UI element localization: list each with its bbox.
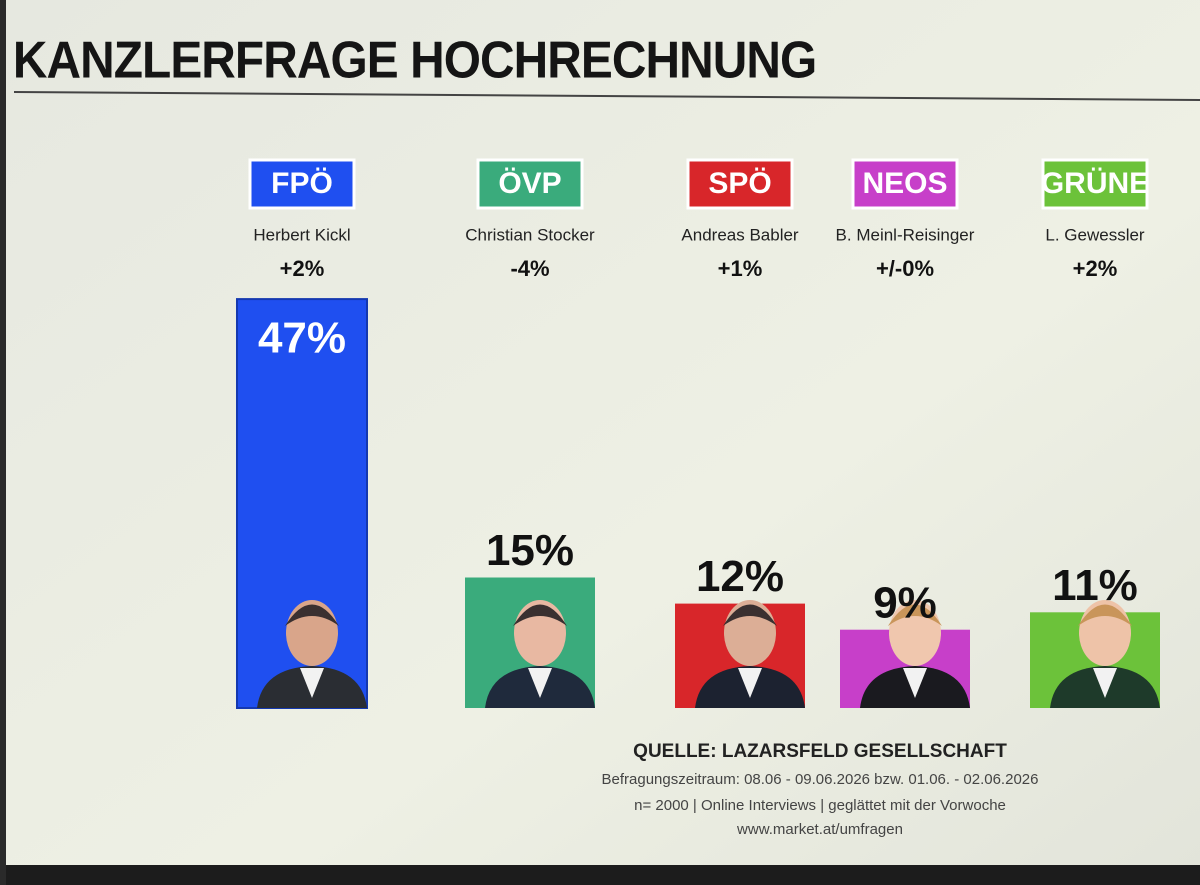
party-name: NEOS [862,167,947,200]
value-label: 47% [258,314,346,363]
party-name: SPÖ [708,167,771,200]
photo-hair [285,604,339,626]
person-photo [860,600,970,708]
candidate-name: Andreas Babler [681,225,799,244]
party-badge [686,158,794,210]
change-label: +/-0% [876,256,934,281]
change-label: +2% [1073,256,1118,281]
photo-hair [513,604,567,626]
photo-collar [1093,668,1117,698]
party-badge [851,158,959,210]
candidate-name: Herbert Kickl [253,225,350,244]
photo-collar [903,668,927,698]
photo-hair [1078,604,1132,626]
person-photo [695,600,805,708]
person-photo [485,600,595,708]
change-label: -4% [510,256,549,281]
party-name: ÖVP [498,167,561,200]
party-name: FPÖ [271,167,333,200]
party-badge [248,158,356,210]
photo-collar [738,668,762,698]
value-label: 11% [1052,561,1138,610]
photo-hair [723,604,777,626]
party-badge [1041,158,1149,210]
party-badge [476,158,584,210]
chart-title: KANZLERFRAGE HOCHRECHNUNG [13,31,816,89]
value-label: 9% [873,578,937,627]
note: n= 2000 | Online Interviews | geglättet … [634,797,1006,814]
photo-collar [300,668,324,698]
note: Befragungszeitraum: 08.06 - 09.06.2026 b… [602,771,1039,788]
candidate-name: Christian Stocker [465,225,595,244]
change-label: +1% [718,256,763,281]
person-photo [257,600,367,708]
note: www.market.at/umfragen [736,821,903,838]
screen-bezel [0,865,1200,885]
photo-hair [888,604,942,626]
source: QUELLE: LAZARSFELD GESELLSCHAFT [633,741,1007,762]
party-name: GRÜNE [1041,167,1149,200]
screen-bezel-left [0,0,6,885]
candidate-name: L. Gewessler [1045,225,1145,244]
change-label: +2% [280,256,325,281]
value-label: 15% [486,526,574,575]
person-photo [1050,600,1160,708]
candidate-name: B. Meinl-Reisinger [836,225,975,244]
value-label: 12% [696,552,784,601]
photo-collar [528,668,552,698]
title-rule [13,91,1200,101]
